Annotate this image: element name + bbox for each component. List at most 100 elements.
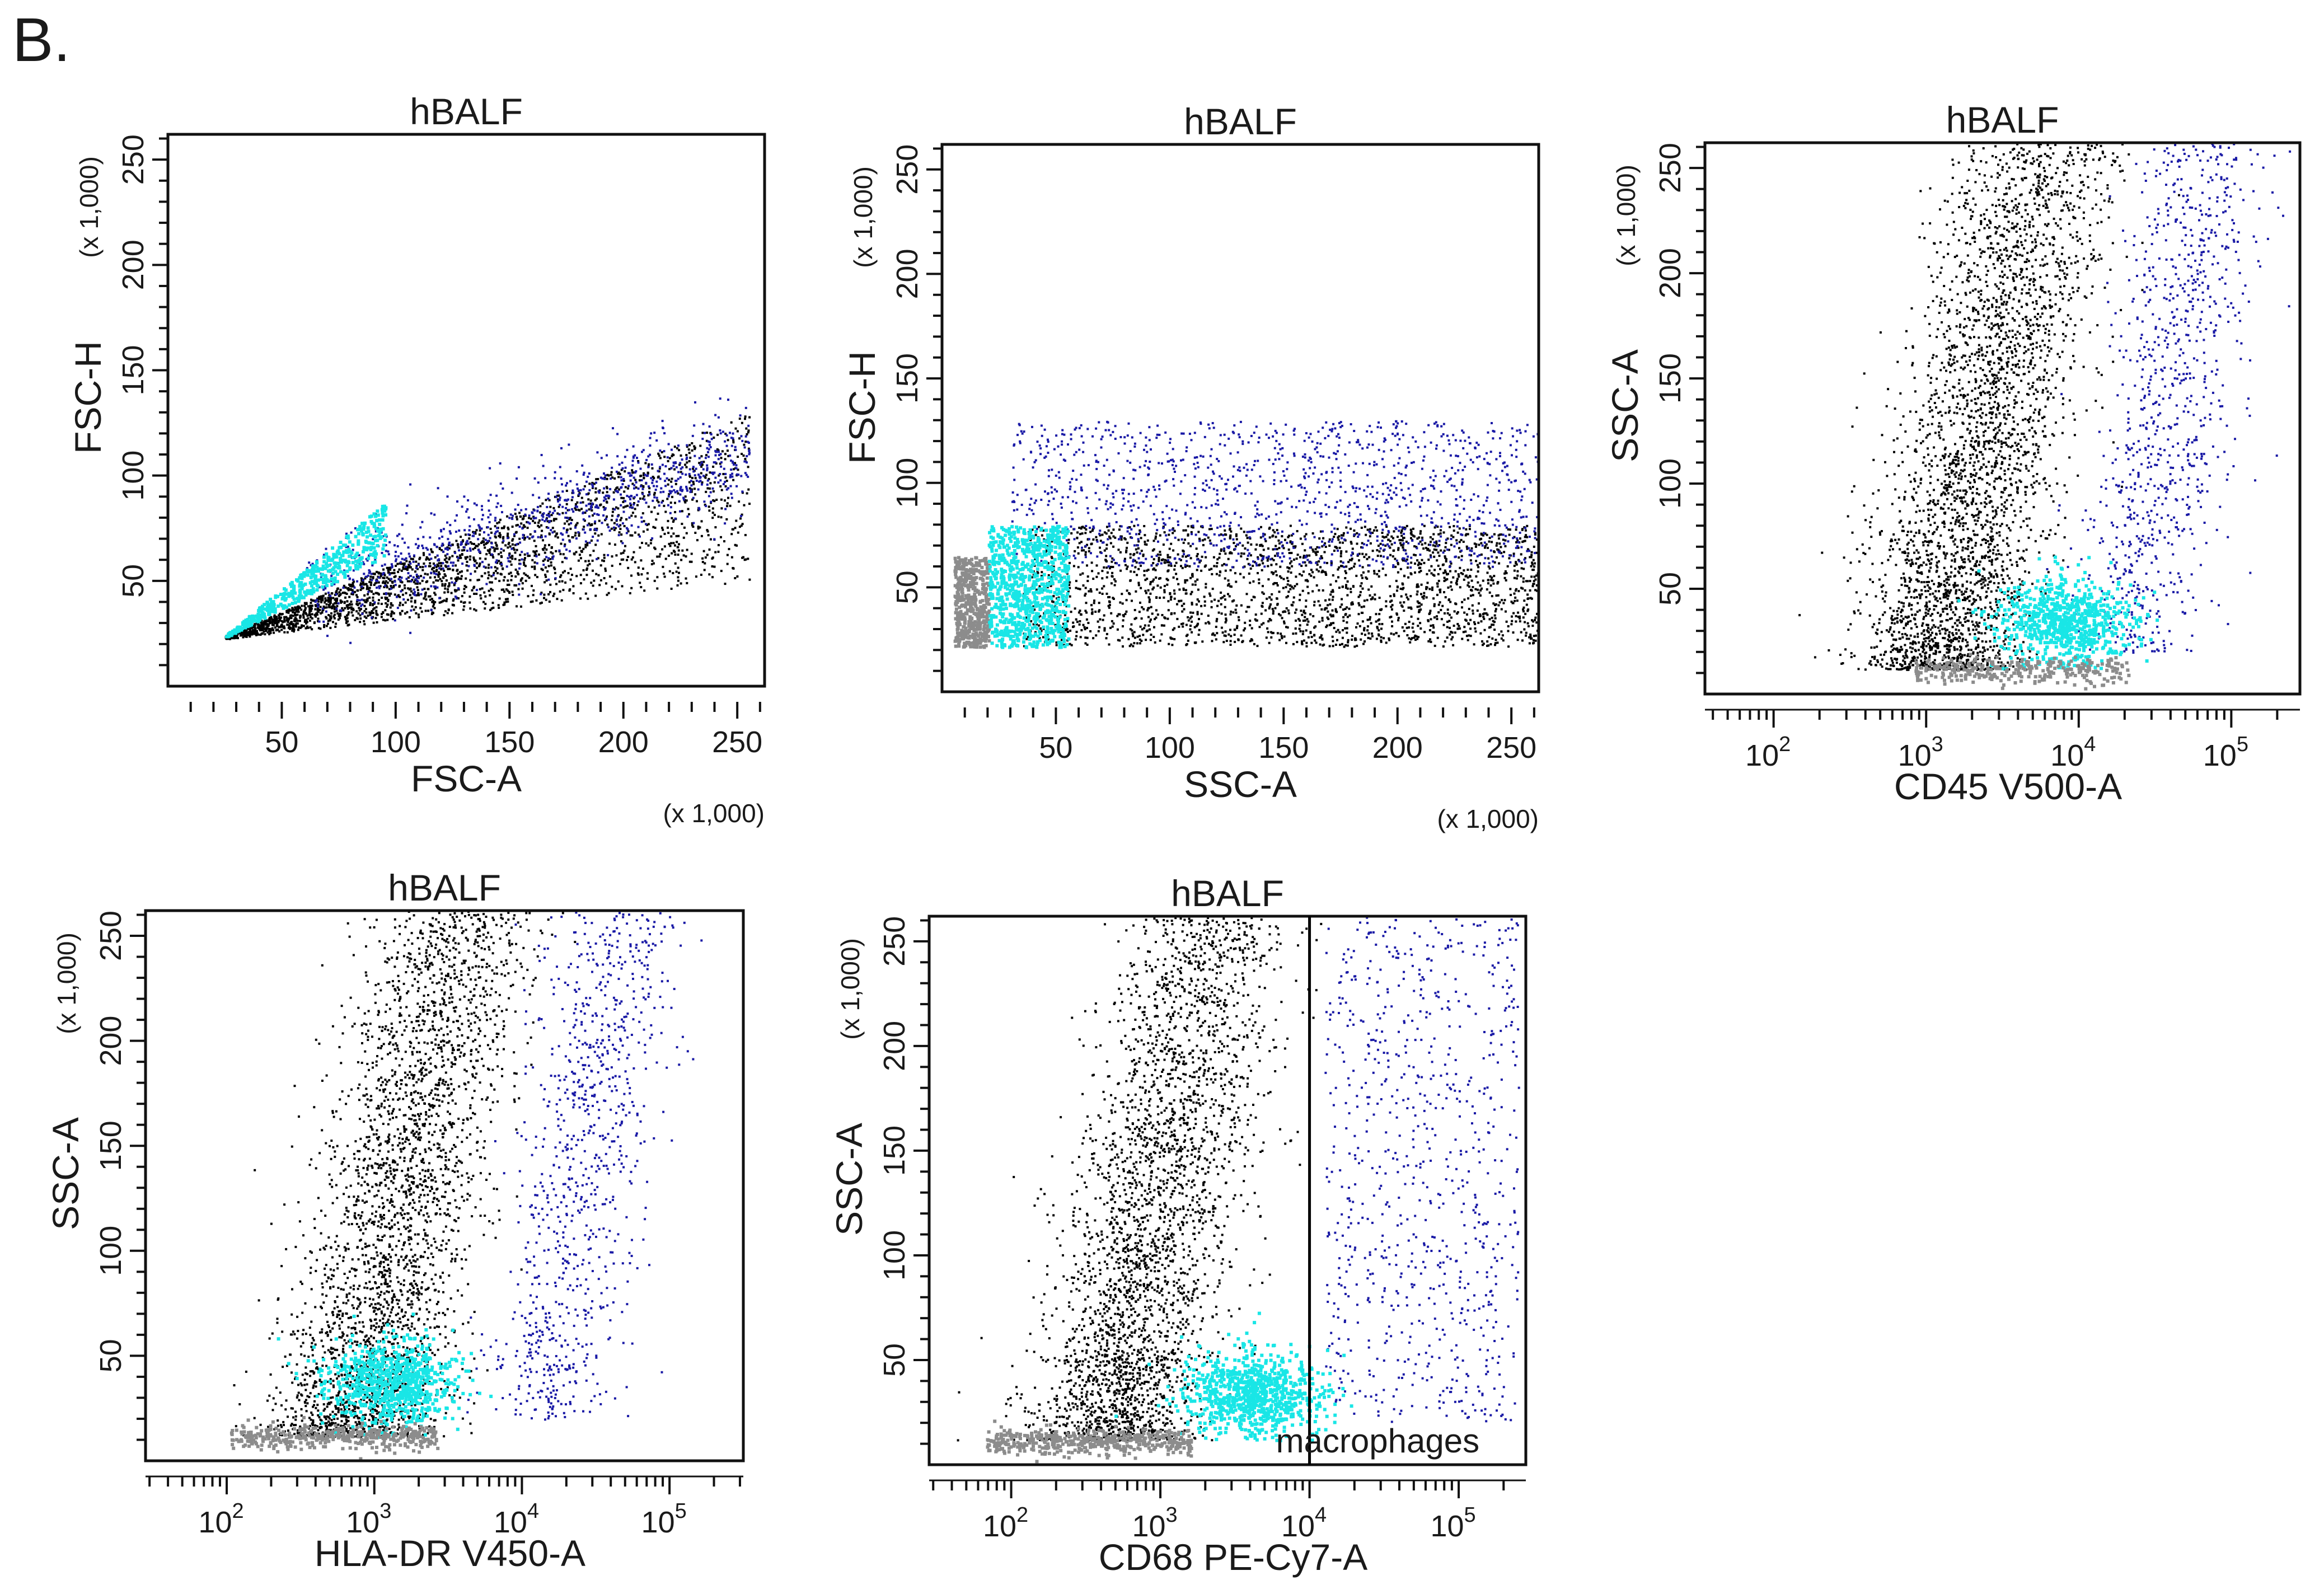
black-population [1023, 524, 1539, 648]
y-axis: 50 100 150 200 250 (x 1,000) SSC-A [1604, 143, 1705, 674]
x-tick-label: 105 [641, 1499, 687, 1539]
x-tick-label: 50 [265, 725, 298, 759]
y-axis-label: SSC-A [45, 1117, 86, 1230]
y-tick-label: 250 [891, 144, 924, 195]
x-tick-label: 250 [1486, 731, 1536, 765]
dots-5 [957, 916, 1520, 1464]
y-multiplier: (x 1,000) [1611, 165, 1641, 266]
y-tick-label: 150 [878, 1126, 911, 1176]
y-tick-label: 200 [116, 240, 150, 290]
y-axis: 50 100 150 200 250 (x 1,000) FSC-H [67, 134, 168, 667]
dots-3 [1798, 143, 2292, 691]
y-tick-label: 250 [878, 916, 911, 967]
y-axis-label: SSC-A [1604, 349, 1646, 462]
x-tick-label: 102 [983, 1503, 1028, 1543]
x-axis: 50 100 150 200 250 FSC-A (x 1,000) [189, 702, 765, 828]
plot-title: hBALF [1171, 873, 1284, 914]
y-tick-label: 100 [1653, 458, 1687, 509]
y-tick-label: 200 [1653, 248, 1687, 298]
x-tick-label: 150 [1258, 731, 1309, 765]
x-axis-label: FSC-A [411, 758, 522, 799]
y-tick-label: 100 [116, 451, 150, 501]
y-axis-label: FSC-H [841, 351, 883, 464]
plot-1: hBALF 50 100 150 200 250 (x 1,000) FSC-H 50 100 15… [67, 91, 766, 828]
cyan-population [224, 504, 388, 639]
cyan-population [1957, 555, 2159, 671]
x-tick-label: 103 [346, 1499, 391, 1539]
dots-2 [953, 420, 1539, 649]
plot-frame [940, 143, 1540, 693]
y-tick-label: 100 [878, 1230, 911, 1281]
gate-label: macrophages [1276, 1422, 1480, 1460]
y-tick-label: 150 [891, 353, 924, 404]
gray-population [986, 1419, 1193, 1464]
plot-title: hBALF [410, 91, 523, 132]
x-tick-label: 105 [2203, 733, 2248, 772]
x-tick-label: 104 [1281, 1503, 1327, 1543]
x-tick-label: 150 [484, 725, 535, 759]
y-tick-label: 200 [878, 1021, 911, 1071]
y-tick-label: 250 [94, 911, 128, 961]
y-multiplier: (x 1,000) [52, 932, 81, 1034]
plot-title: hBALF [388, 867, 501, 908]
y-axis: 50 100 150 200 250 (x 1,000) SSC-A [45, 911, 146, 1441]
x-axis-label: SSC-A [1184, 763, 1297, 805]
x-axis-label: HLA-DR V450-A [315, 1532, 585, 1574]
x-tick-label: 102 [198, 1499, 243, 1539]
y-axis: 50 100 150 200 250 (x 1,000) SSC-A [828, 916, 929, 1445]
y-axis-label: FSC-H [67, 341, 109, 454]
cyan-population [987, 524, 1071, 649]
x-tick-label: 200 [1372, 731, 1423, 765]
cyan-population [277, 1312, 493, 1439]
blue-population [1011, 420, 1539, 569]
x-tick-label: 200 [598, 725, 649, 759]
black-population [1798, 143, 2180, 671]
x-tick-label: 100 [1145, 731, 1195, 765]
plot-frame [144, 909, 745, 1462]
x-axis: 102 103 104 105 HLA-DR V450-A [146, 1475, 743, 1574]
x-axis-label: CD45 V500-A [1894, 766, 2122, 807]
x-axis: 102 103 104 105 CD68 PE-Cy7-A [929, 1479, 1526, 1578]
y-tick-label: 50 [891, 570, 924, 604]
gray-population [953, 556, 991, 649]
x-multiplier: (x 1,000) [663, 799, 765, 828]
blue-population [1324, 916, 1520, 1423]
y-tick-label: 50 [878, 1343, 911, 1377]
gray-population [229, 1415, 440, 1461]
x-tick-label: 50 [1039, 731, 1072, 765]
y-multiplier: (x 1,000) [836, 938, 865, 1040]
y-tick-label: 200 [891, 249, 924, 299]
x-axis: 50 100 150 200 250 SSC-A (x 1,000) [963, 707, 1539, 833]
x-multiplier: (x 1,000) [1437, 804, 1539, 833]
y-tick-label: 100 [94, 1226, 128, 1276]
plot-2: hBALF 50 100 150 200 250 (x 1,000) FSC-H 50 100 15… [841, 101, 1540, 833]
plot-frame [927, 915, 1528, 1466]
x-tick-label: 103 [1132, 1503, 1177, 1543]
y-tick-label: 150 [94, 1120, 128, 1171]
gray-population [1914, 653, 2131, 691]
y-tick-label: 150 [116, 345, 150, 395]
y-tick-label: 250 [1653, 143, 1687, 193]
dots-4 [229, 911, 703, 1461]
y-tick-label: 250 [116, 134, 150, 185]
blue-population [306, 397, 751, 644]
x-tick-label: 102 [1745, 733, 1791, 772]
y-tick-label: 200 [94, 1016, 128, 1066]
plot-frame [1703, 141, 2302, 696]
y-tick-label: 100 [891, 458, 924, 508]
x-tick-label: 104 [494, 1499, 539, 1539]
dots-1 [224, 397, 751, 644]
x-axis: 102 103 104 105 CD45 V500-A [1705, 709, 2300, 807]
y-axis: 50 100 150 200 250 (x 1,000) FSC-H [841, 144, 942, 672]
x-tick-label: 250 [712, 725, 762, 759]
y-tick-label: 50 [94, 1339, 128, 1372]
plot-5: macrophages hBALF 50 100 150 200 250 (x 1,000) S… [828, 873, 1528, 1578]
plot-title: hBALF [1184, 101, 1297, 142]
y-tick-label: 150 [1653, 353, 1687, 404]
x-tick-label: 104 [2050, 733, 2096, 772]
y-multiplier: (x 1,000) [849, 166, 878, 268]
blue-population [2046, 143, 2292, 654]
